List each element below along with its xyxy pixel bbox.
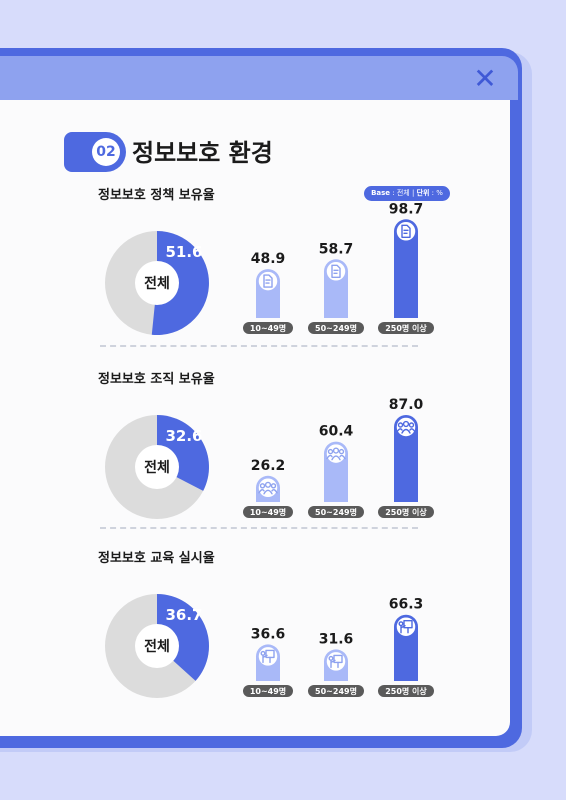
bar	[394, 415, 418, 502]
base-value: 전체	[396, 189, 410, 197]
category-pill	[378, 322, 434, 334]
bar-value-label: 58.7	[319, 241, 354, 257]
pie-value-label: 51.6	[165, 243, 202, 261]
section-title-policy: 정보보호 정책 보유율	[98, 188, 215, 203]
presentation-icon	[395, 615, 417, 638]
pie-slice-total	[157, 594, 210, 681]
category-pill	[308, 506, 364, 518]
category-label: 250명 이상	[385, 323, 427, 333]
base-label: Base	[371, 189, 391, 197]
bar-value-label: 36.6	[251, 626, 286, 642]
divider	[100, 345, 418, 347]
presentation-icon	[325, 650, 347, 673]
category-label: 50~249명	[315, 507, 357, 517]
chart-education: 전체 36.7 36.6 10~49명 31.6 50~249명 66.3 250명 이상	[105, 594, 434, 698]
category-label: 250명 이상	[385, 507, 427, 517]
pie-center	[135, 261, 179, 305]
document-icon	[257, 270, 279, 292]
presentation-icon	[257, 645, 279, 668]
category-label: 50~249명	[315, 686, 357, 696]
pie-value-label: 32.6	[165, 427, 202, 445]
page-title: 정보보호 환경	[132, 139, 273, 167]
section-number: 02	[92, 138, 120, 166]
bar-value-label: 31.6	[319, 631, 354, 647]
category-label: 250명 이상	[385, 686, 427, 696]
category-pill	[378, 685, 434, 697]
category-pill	[243, 506, 293, 518]
pie-center-label: 전체	[144, 638, 170, 655]
category-label: 10~49명	[250, 686, 286, 696]
category-pill	[308, 685, 364, 697]
category-pill	[243, 685, 293, 697]
pie-center-label: 전체	[144, 459, 170, 476]
category-label: 10~49명	[250, 323, 286, 333]
pie-slice-total	[151, 231, 209, 335]
bar-value-label: 26.2	[251, 458, 286, 474]
bar-value-label: 66.3	[389, 597, 424, 613]
document-icon	[325, 260, 347, 283]
category-label: 50~249명	[315, 323, 357, 333]
bar-value-label: 60.4	[319, 424, 354, 440]
unit-label: 단위	[416, 189, 430, 197]
section-title-organization: 정보보호 조직 보유율	[98, 372, 215, 387]
bar-value-label: 87.0	[389, 397, 424, 413]
category-pill	[243, 322, 293, 334]
divider	[100, 527, 418, 529]
content-area	[0, 100, 510, 736]
bar-value-label: 98.7	[389, 201, 424, 217]
category-pill	[308, 322, 364, 334]
pie-value-label: 36.7	[165, 606, 202, 624]
document-icon	[395, 220, 417, 243]
pie-center	[135, 624, 179, 668]
pie-center	[135, 445, 179, 489]
bar-value-label: 48.9	[251, 251, 286, 267]
category-label: 10~49명	[250, 507, 286, 517]
unit-value: %	[436, 189, 443, 197]
chart-organization: 전체 32.6 26.2 10~49명 60.4 50~249명 87.0 250명 이상	[105, 397, 434, 519]
bar	[394, 219, 419, 318]
chart-policy: 전체 51.6 48.9 10~49명 58.7 50~249명 98.7 250명 이상	[105, 201, 434, 335]
category-pill	[378, 506, 434, 518]
base-unit-badge: Base : 전체 | 단위 : %	[364, 186, 450, 201]
title-bar	[0, 56, 518, 100]
pie-center-label: 전체	[144, 275, 170, 292]
section-title-education: 정보보호 교육 실시율	[98, 551, 215, 566]
close-icon[interactable]: ✕	[473, 62, 497, 95]
